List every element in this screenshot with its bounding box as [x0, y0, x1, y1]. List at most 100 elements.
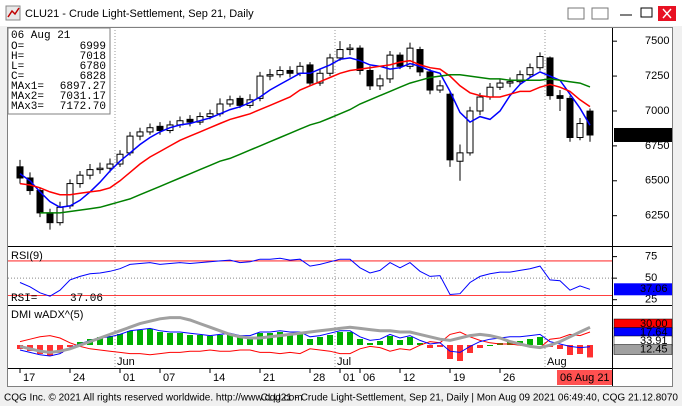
moving-average [19, 59, 591, 196]
dmi-bar [227, 334, 233, 345]
rsi-readout-label: RSI= [11, 293, 37, 305]
candle-body [436, 85, 444, 91]
close-glyph [662, 8, 672, 19]
x-tick-label: 26 [503, 372, 515, 384]
x-tick-label: 21 [263, 372, 275, 384]
footer-left: CQG Inc. © 2021 All rights reserved worl… [4, 393, 303, 404]
info-value: 7172.70 [60, 101, 106, 113]
info-label: MAx2= [11, 91, 44, 103]
y-tick-label: 6250 [645, 210, 669, 222]
adx-line [19, 316, 591, 354]
dmi-bar [277, 332, 283, 345]
dmi-bar [67, 345, 73, 347]
y-tick-label: 7250 [645, 70, 669, 82]
candle-body [276, 69, 284, 76]
dmi-bar [307, 339, 313, 345]
panel-title: RSI(9) [11, 250, 43, 262]
candle-body [316, 72, 324, 84]
candle-body [386, 54, 394, 80]
y-tick-label: 25 [645, 294, 657, 306]
window-title: CLU21 - Crude Light-Settlement, Sep 21, … [25, 8, 254, 20]
candle-body [346, 47, 354, 51]
dmi-bar [97, 337, 103, 345]
x-tick-label: 28 [313, 372, 325, 384]
x-tick-label: 24 [73, 372, 85, 384]
dmi-bar [437, 345, 443, 347]
candle-body [476, 96, 484, 112]
panel-title: DMI wADX^(5) [11, 309, 83, 321]
info-label: MAx3= [11, 101, 44, 113]
dmi-bar [217, 335, 223, 345]
last-price-box [614, 127, 672, 142]
candle-body [96, 167, 104, 171]
dmi-bar [367, 343, 373, 345]
info-value: 6999 [80, 41, 106, 53]
maximize-button[interactable] [640, 7, 653, 18]
dmi-bar [477, 345, 483, 348]
dmi-bar [297, 333, 303, 345]
x-tick-label: 01 [123, 372, 135, 384]
x-tick-label: 19 [453, 372, 465, 384]
link-button[interactable] [567, 7, 585, 20]
info-value: 6897.27 [60, 81, 106, 93]
dmi-readout: 33.91 [640, 335, 668, 347]
candle-body [486, 86, 494, 98]
dmi-bar [207, 336, 213, 345]
dmi-bar [377, 341, 383, 345]
candle-body [556, 95, 564, 99]
candle-body [16, 166, 24, 179]
candle-body [226, 99, 234, 105]
candle-body [106, 163, 114, 169]
info-value: 6828 [80, 71, 106, 83]
dmi-bar [337, 332, 343, 345]
dmi-bar [577, 345, 583, 354]
y-tick-label: 6750 [645, 140, 669, 152]
candle-body [526, 67, 534, 76]
dmi-bar [107, 336, 113, 345]
info-label: O= [11, 41, 24, 53]
candle-body [496, 82, 504, 88]
dmi-bar [527, 339, 533, 345]
candle-body [136, 131, 144, 137]
info-label: H= [11, 51, 24, 63]
dmi-bar [167, 333, 173, 345]
y-tick-label: 7500 [645, 35, 669, 47]
moving-average [40, 73, 591, 214]
rsi-line [19, 257, 591, 297]
candle-body [456, 152, 464, 162]
month-label: Jul [337, 356, 351, 368]
y-tick-label: 7000 [645, 105, 669, 117]
app-icon-glyph [7, 7, 20, 18]
candle-body [516, 74, 524, 83]
dmi-readout: 30.00 [640, 318, 668, 330]
rsi-readout-box [614, 283, 672, 296]
candle-body [566, 97, 574, 138]
month-label: Aug [547, 356, 567, 368]
candle-body [256, 75, 264, 99]
float-button[interactable] [591, 7, 609, 20]
candle-body [396, 54, 404, 67]
info-label: L= [11, 61, 24, 73]
dmi-bar [237, 337, 243, 345]
candle-body [336, 49, 344, 59]
y-tick-label: 50 [645, 272, 657, 284]
dmi-bar [267, 333, 273, 345]
candle-body [576, 123, 584, 139]
month-label: Jun [117, 356, 135, 368]
candle-body [376, 78, 384, 87]
cursor-date-box [557, 370, 612, 385]
dmi-bar [147, 329, 153, 345]
candle-body [416, 49, 424, 73]
dmi-readout: 12.45 [640, 343, 668, 355]
x-tick-label: 06 [363, 372, 375, 384]
x-tick-label: 14 [213, 372, 225, 384]
dmi-bar [187, 335, 193, 345]
candle-body [46, 212, 54, 224]
dmi-bar [37, 345, 43, 354]
dmi-bar [397, 340, 403, 345]
info-date: 06 Aug 21 [11, 30, 71, 42]
dmi-bar [197, 335, 203, 345]
candle-body [466, 110, 474, 154]
dmi-bar [427, 345, 433, 348]
